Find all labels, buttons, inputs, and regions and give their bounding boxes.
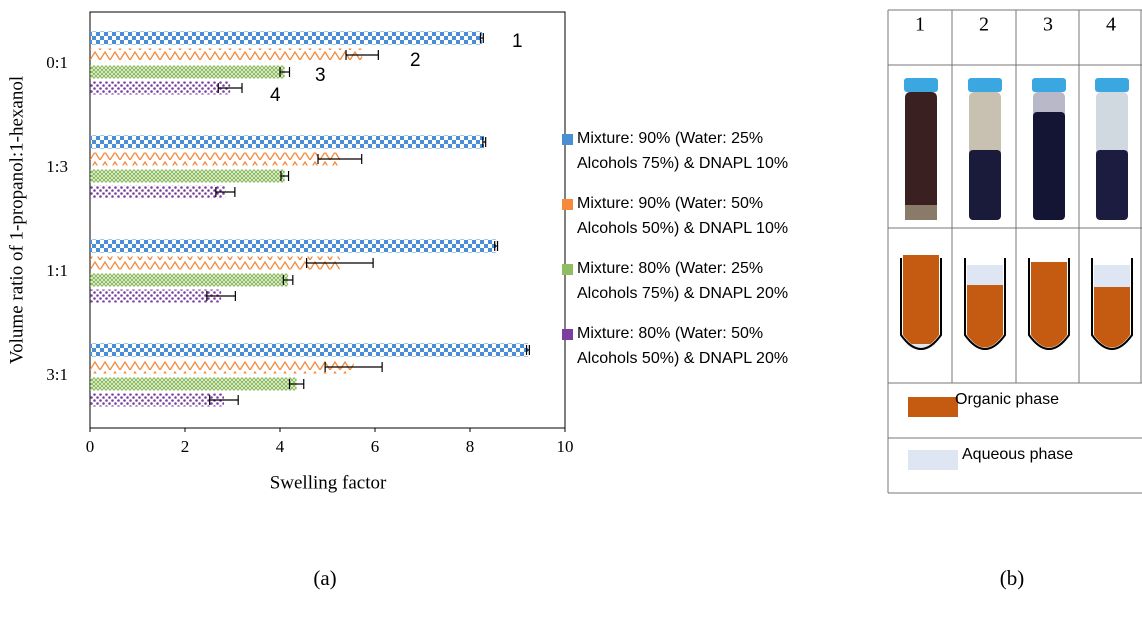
bar [90,360,354,374]
bar [90,393,224,407]
annotation: 3 [315,65,326,86]
x-tick-label: 8 [466,437,475,456]
tube-diagrams [900,255,1133,350]
error-bar [525,345,530,355]
error-bar [494,241,499,251]
error-bar [324,362,383,372]
bar [90,289,222,303]
legend-label: Mixture: 90% (Water: 50% Alcohols 50%) &… [577,195,789,237]
x-tick-label: 6 [371,437,380,456]
bar [90,65,285,79]
bar [90,377,297,391]
error-bar [345,50,379,60]
x-tick-label: 0 [86,437,95,456]
plot: 0 2 4 6 8 10 0:1 1:3 1:1 3:1 1 2 3 4 [46,31,573,456]
error-bar [280,171,290,181]
bar [90,81,231,95]
y-axis-label: Volume ratio of 1-propanol:1-hexanol [6,76,27,364]
y-tick-label: 1:1 [46,261,68,280]
legend-label: Mixture: 80% (Water: 25% Alcohols 75%) &… [577,260,789,302]
x-tick-label: 2 [181,437,190,456]
error-bar [317,154,363,164]
column-header: 2 [979,14,989,36]
error-bar [288,379,305,389]
bottle-photos [904,78,1129,220]
legend-swatch [562,264,573,275]
annotation: 1 [512,31,523,52]
error-bar [215,187,236,197]
legend-swatch [562,134,573,145]
organic-swatch [908,397,958,417]
x-tick-label: 4 [276,437,285,456]
y-tick-label: 0:1 [46,53,68,72]
panel-b [887,9,1142,494]
bar [90,169,285,183]
error-bar [306,258,374,268]
y-tick-label: 3:1 [46,365,68,384]
annotation: 2 [410,50,421,71]
legend-label: Mixture: 80% (Water: 50% Alcohols 50%) &… [577,325,789,367]
legend-swatch [562,199,573,210]
bar [90,239,497,253]
plot-frame [89,11,566,429]
legend-item: Mixture: 90% (Water: 50% Alcohols 50%) &… [562,191,862,241]
column-header: 1 [915,14,925,36]
bar [90,31,482,45]
bar [90,152,340,166]
legend-label: Organic phase [955,391,1059,408]
column-header: 4 [1106,14,1116,36]
bar [90,135,485,149]
error-bar [479,33,484,43]
legend-item: Mixture: 90% (Water: 25% Alcohols 75%) &… [562,126,862,176]
caption: (b) [1000,566,1025,590]
legend-item: Mixture: 80% (Water: 25% Alcohols 75%) &… [562,256,862,306]
error-bar [279,67,291,77]
bar [90,48,363,62]
error-bar [209,395,239,405]
column-header: 3 [1043,14,1053,36]
legend-label: Mixture: 90% (Water: 25% Alcohols 75%) &… [577,130,789,172]
error-bar [206,291,236,301]
bar [90,185,226,199]
error-bar [217,83,243,93]
annotation: 4 [270,85,281,106]
legend-swatch [562,329,573,340]
legend-item: Mixture: 80% (Water: 50% Alcohols 50%) &… [562,321,862,371]
x-axis-label: Swelling factor [270,472,387,493]
bar [90,273,289,287]
x-tick-label: 10 [557,437,574,456]
y-tick-label: 1:3 [46,157,68,176]
legend: Mixture: 90% (Water: 25% Alcohols 75%) &… [562,126,862,386]
error-bar [282,275,294,285]
aqueous-swatch [908,450,958,470]
legend-label: Aqueous phase [962,446,1073,463]
bar [90,343,528,357]
error-bar [482,137,487,147]
caption: (a) [313,566,336,590]
bar [90,256,340,270]
